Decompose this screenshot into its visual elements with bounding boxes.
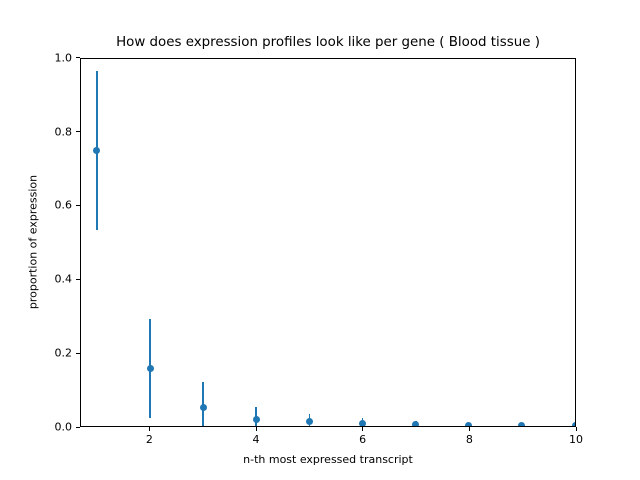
y-tick-label: 0.8 [54, 125, 73, 139]
data-point [359, 420, 367, 427]
plot-area [80, 57, 576, 428]
y-tick-label: 1.0 [54, 51, 73, 65]
x-tick-mark [255, 427, 257, 432]
x-tick-label: 4 [252, 433, 260, 447]
y-tick-mark [76, 352, 80, 354]
y-tick-label: 0.0 [54, 420, 73, 434]
data-point [199, 403, 207, 411]
data-point [412, 420, 420, 427]
y-tick-label: 0.4 [54, 272, 73, 286]
data-point [518, 421, 526, 427]
data-point [465, 421, 473, 427]
chart-title: How does expression profiles look like p… [116, 35, 540, 50]
y-tick-mark [76, 57, 80, 59]
y-tick-mark [76, 131, 80, 133]
x-tick-mark [575, 427, 577, 432]
x-axis-label: n-th most expressed transcript [243, 453, 413, 466]
x-tick-mark [468, 427, 470, 432]
x-tick-label: 6 [359, 433, 367, 447]
data-point [252, 416, 260, 424]
data-point [93, 147, 101, 154]
data-point [305, 418, 313, 426]
x-tick-label: 8 [465, 433, 473, 447]
x-tick-mark [148, 427, 150, 432]
y-tick-mark [76, 426, 80, 428]
y-tick-label: 0.6 [54, 198, 73, 212]
data-point [571, 421, 575, 427]
y-axis-label: proportion of expression [26, 174, 40, 310]
y-tick-label: 0.2 [54, 346, 73, 360]
x-tick-label: 2 [145, 433, 153, 447]
x-tick-mark [362, 427, 364, 432]
x-tick-label: 10 [569, 433, 583, 447]
y-tick-mark [76, 204, 80, 206]
y-tick-mark [76, 278, 80, 280]
data-point [146, 364, 154, 372]
